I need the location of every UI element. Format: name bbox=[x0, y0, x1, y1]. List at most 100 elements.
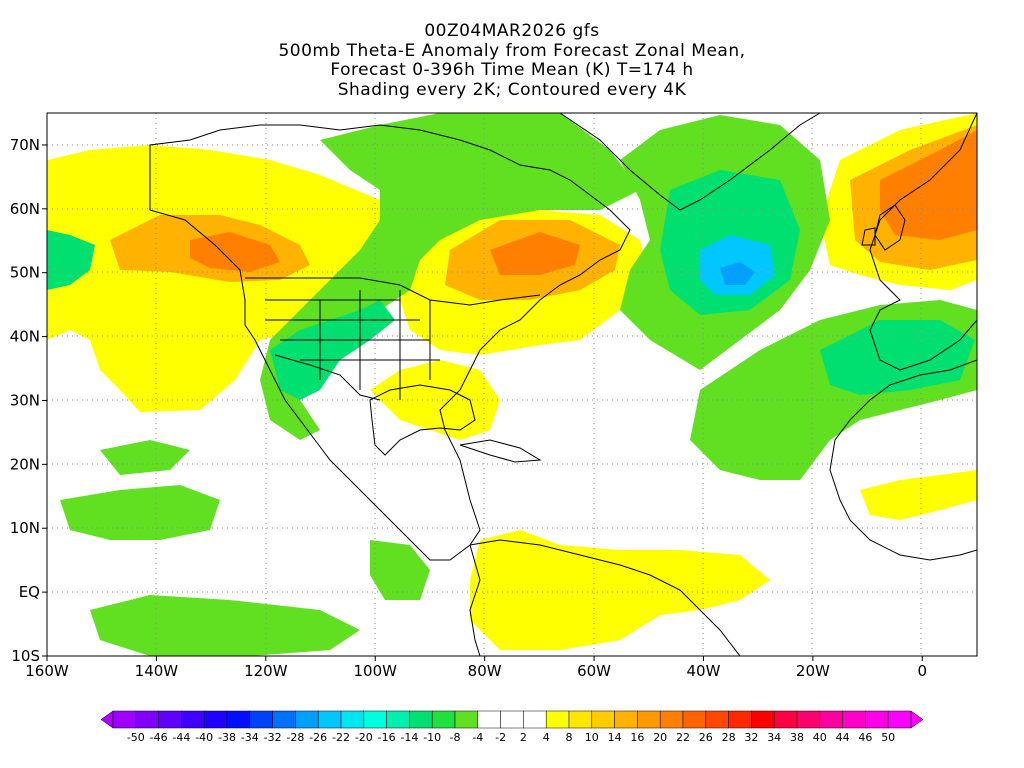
warm-anomaly-east-us bbox=[370, 360, 500, 440]
colorbar-label: 20 bbox=[653, 731, 667, 744]
warm-anomaly-alaska-peak bbox=[190, 232, 280, 272]
colorbar-swatch bbox=[500, 710, 524, 729]
map-gridlines bbox=[47, 113, 977, 656]
colorbar-swatch bbox=[340, 710, 365, 729]
colorbar-swatch bbox=[454, 710, 479, 729]
colorbar-label: 16 bbox=[630, 731, 644, 744]
colorbar-label: -22 bbox=[332, 731, 350, 744]
plot-title: 00Z04MAR2026 gfs 500mb Theta-E Anomaly f… bbox=[0, 21, 1024, 100]
colorbar-swatch bbox=[637, 710, 661, 729]
colorbar-swatch bbox=[591, 710, 615, 729]
colorbar-swatch bbox=[431, 710, 456, 729]
coastlines bbox=[149, 113, 977, 656]
cold-anomaly-east-pacific bbox=[100, 440, 190, 475]
latitude-axis: 10S EQ 10N 20N 30N 40N 50N 60N 70N bbox=[10, 136, 47, 665]
colorbar-under-arrow bbox=[100, 710, 114, 729]
map-frame bbox=[46, 112, 978, 657]
y-tick-label: 20N bbox=[10, 455, 40, 473]
coastline-africa bbox=[829, 359, 977, 561]
x-tick-label: 140W bbox=[135, 662, 179, 680]
y-tick-label: 10N bbox=[10, 519, 40, 537]
border-us-canada bbox=[245, 277, 541, 306]
colorbar-label: -40 bbox=[195, 731, 213, 744]
title-shading-note: Shading every 2K; Contoured every 4K bbox=[337, 79, 687, 100]
colorbar-label: 44 bbox=[836, 731, 850, 744]
colorbar-label: 2 bbox=[520, 731, 527, 744]
colorbar-over-arrow bbox=[910, 710, 924, 729]
cold-anomaly-hudson-bay bbox=[260, 113, 640, 440]
colorbar-label: -32 bbox=[264, 731, 282, 744]
title-forecast-period: Forecast 0-396h Time Mean (K) T=174 h bbox=[330, 60, 694, 80]
colorbar-label: 28 bbox=[722, 731, 736, 744]
coastline-europe bbox=[869, 113, 977, 371]
longitude-axis: 160W 140W 120W 100W 80W 60W 40W 20W 0 bbox=[25, 656, 927, 680]
colorbar-swatch bbox=[682, 710, 707, 729]
colorbar-swatch bbox=[842, 710, 866, 729]
colorbar-label: -50 bbox=[127, 731, 145, 744]
colorbar-swatch bbox=[887, 710, 912, 729]
colorbar-label: -2 bbox=[495, 731, 506, 744]
colorbar-label: -46 bbox=[150, 731, 168, 744]
coastline-gulf-of-mexico bbox=[369, 384, 476, 456]
x-tick-label: 0 bbox=[918, 662, 928, 680]
colorbar-swatch bbox=[112, 710, 137, 729]
colorbar-swatch bbox=[728, 710, 752, 729]
coastline-british-isles bbox=[861, 204, 906, 251]
colorbar-label: 22 bbox=[676, 731, 690, 744]
colorbar-label: 10 bbox=[585, 731, 599, 744]
colorbar-swatch bbox=[523, 710, 547, 729]
colorbar-label: -26 bbox=[309, 731, 327, 744]
colorbar-label: 8 bbox=[566, 731, 573, 744]
colorbar-swatch bbox=[226, 710, 251, 729]
colorbar-swatch bbox=[135, 710, 159, 729]
colorbar-swatch bbox=[272, 710, 296, 729]
colorbar-swatch bbox=[477, 710, 501, 729]
cold-anomaly-mid-atlantic-peak bbox=[720, 262, 755, 285]
x-tick-label: 60W bbox=[577, 662, 611, 680]
warm-anomaly-north-africa bbox=[860, 470, 977, 520]
title-variable: 500mb Theta-E Anomaly from Forecast Zona… bbox=[278, 40, 746, 61]
colorbar-swatch bbox=[317, 710, 342, 729]
colorbar-swatch bbox=[614, 710, 638, 729]
colorbar-label: 4 bbox=[543, 731, 550, 744]
colorbar-swatch bbox=[865, 710, 889, 729]
colorbar-label: -38 bbox=[218, 731, 236, 744]
cold-anomaly-pacific-west bbox=[47, 230, 95, 290]
colorbar-swatch bbox=[568, 710, 593, 729]
colorbar-swatch bbox=[386, 710, 410, 729]
y-tick-label: 70N bbox=[10, 136, 40, 154]
colorbar-swatch bbox=[158, 710, 182, 729]
colorbar-label: -16 bbox=[378, 731, 396, 744]
colorbar-swatch bbox=[819, 710, 843, 729]
colorbar-label: 32 bbox=[744, 731, 758, 744]
colorbar-swatch bbox=[249, 710, 273, 729]
coastline-north-america bbox=[149, 124, 631, 561]
coastline-cuba bbox=[459, 439, 542, 463]
colorbar-label: 50 bbox=[881, 731, 895, 744]
colorbar-label: 46 bbox=[858, 731, 872, 744]
colorbar-swatch bbox=[751, 710, 775, 729]
cold-anomaly-iberia-core bbox=[820, 320, 975, 395]
colorbar-swatch bbox=[363, 710, 387, 729]
y-tick-label: 30N bbox=[10, 391, 40, 409]
y-tick-label: 40N bbox=[10, 328, 40, 346]
coastline-south-america bbox=[469, 539, 741, 656]
x-tick-label: 100W bbox=[354, 662, 398, 680]
y-tick-label: EQ bbox=[19, 583, 40, 601]
colorbar-swatch bbox=[796, 710, 821, 729]
colorbar-swatch bbox=[773, 710, 798, 729]
title-date-model: 00Z04MAR2026 gfs bbox=[424, 21, 600, 41]
colorbar-label: 38 bbox=[790, 731, 804, 744]
colorbar-label: -14 bbox=[400, 731, 418, 744]
y-tick-label: 10S bbox=[11, 647, 40, 665]
y-tick-label: 50N bbox=[10, 264, 40, 282]
colorbar-label: -34 bbox=[241, 731, 259, 744]
colorbar-label: 40 bbox=[813, 731, 827, 744]
colorbar-swatch bbox=[705, 710, 729, 729]
colorbar-label: -20 bbox=[355, 731, 373, 744]
warm-anomaly-south-america bbox=[470, 530, 770, 650]
colorbar-label: 14 bbox=[608, 731, 622, 744]
x-tick-label: 160W bbox=[25, 662, 69, 680]
us-state-lines bbox=[265, 290, 440, 400]
